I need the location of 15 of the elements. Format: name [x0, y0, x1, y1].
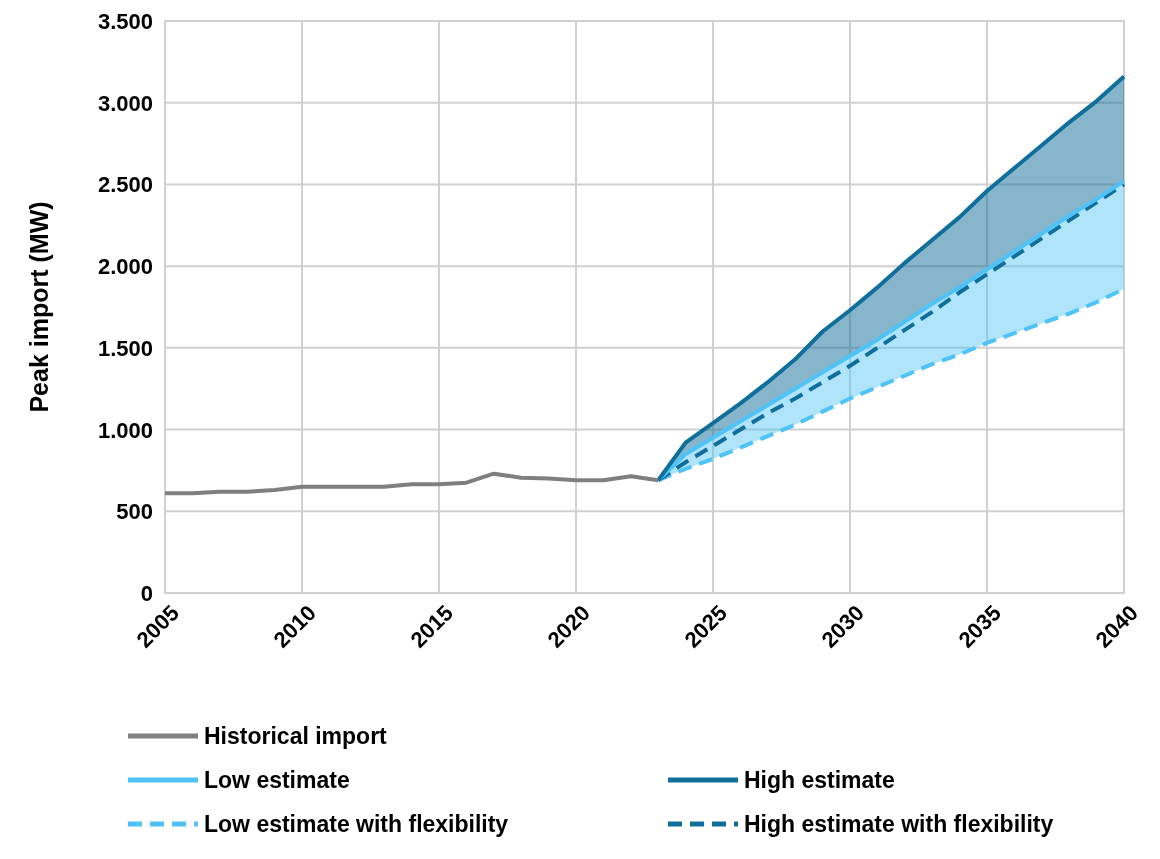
y-tick-label: 3.000 — [97, 90, 153, 116]
y-tick-label: 2.000 — [97, 254, 153, 280]
legend-label: Low estimate with flexibility — [204, 811, 509, 837]
legend-label: High estimate with flexibility — [744, 811, 1054, 837]
y-tick-label: 3.500 — [97, 9, 153, 34]
y-tick-label: 500 — [116, 499, 153, 525]
y-tick-label: 1.000 — [97, 417, 153, 443]
y-tick-label: 2.500 — [97, 172, 153, 198]
legend-label: High estimate — [744, 767, 895, 793]
y-tick-label: 1.500 — [97, 335, 153, 361]
y-tick-label: 0 — [140, 581, 153, 606]
line-series — [163, 471, 661, 496]
y-axis-title: Peak import (MW) — [25, 201, 53, 413]
legend-label: Historical import — [204, 723, 388, 749]
legend-label: Low estimate — [204, 767, 350, 793]
